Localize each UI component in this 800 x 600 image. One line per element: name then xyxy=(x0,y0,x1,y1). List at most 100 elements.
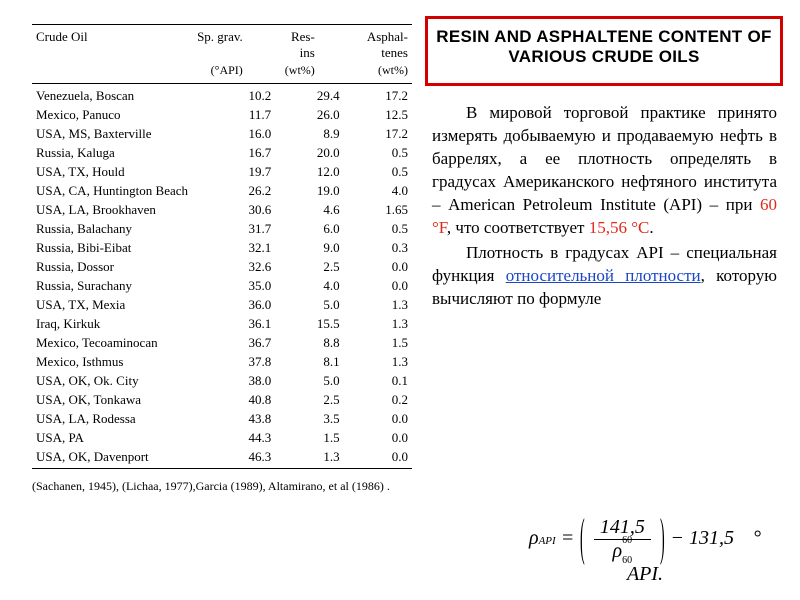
cell-value: 46.3 xyxy=(207,447,275,466)
cell-value: 8.1 xyxy=(275,352,343,371)
table-row: Mexico, Tecoaminocan36.78.81.5 xyxy=(32,333,412,352)
const: 131,5 xyxy=(689,527,734,549)
cell-value: 4.0 xyxy=(344,181,412,200)
cell-value: 2.5 xyxy=(275,390,343,409)
cell-value: 0.0 xyxy=(344,428,412,447)
cell-value: 17.2 xyxy=(344,124,412,143)
cell-name: USA, LA, Rodessa xyxy=(32,409,207,428)
title-box: RESIN AND ASPHALTENE CONTENT OF VARIOUS … xyxy=(425,16,783,86)
cell-value: 12.0 xyxy=(275,162,343,181)
unit-1: (°API) xyxy=(145,63,247,81)
table-row: Venezuela, Boscan10.229.417.2 xyxy=(32,86,412,105)
paragraph-1: В мировой торговой практике принято изме… xyxy=(432,102,777,240)
cell-name: Mexico, Isthmus xyxy=(32,352,207,371)
table-row: Mexico, Isthmus37.88.11.3 xyxy=(32,352,412,371)
p1-t1: В мировой торговой практике принято изме… xyxy=(432,103,777,214)
cell-value: 10.2 xyxy=(207,86,275,105)
cell-value: 43.8 xyxy=(207,409,275,428)
cell-value: 11.7 xyxy=(207,105,275,124)
cell-name: USA, LA, Brookhaven xyxy=(32,200,207,219)
equals: = xyxy=(561,527,580,549)
cell-value: 20.0 xyxy=(275,143,343,162)
lparen: ( xyxy=(580,510,585,570)
rho-api: ρAPI xyxy=(529,527,556,549)
col-header-asphaltenes: Asphal- tenes xyxy=(319,27,412,63)
table-row: Mexico, Panuco11.726.012.5 xyxy=(32,105,412,124)
table-row: USA, TX, Hould19.712.00.5 xyxy=(32,162,412,181)
cell-value: 26.2 xyxy=(207,181,275,200)
cell-value: 0.5 xyxy=(344,143,412,162)
table-rule-top xyxy=(32,24,412,25)
table-row: USA, PA44.31.50.0 xyxy=(32,428,412,447)
p1-t2: , что соответствует xyxy=(447,218,589,237)
title-line1: RESIN AND ASPHALTENE CONTENT OF xyxy=(428,27,780,47)
cell-name: Iraq, Kirkuk xyxy=(32,314,207,333)
cell-value: 36.0 xyxy=(207,295,275,314)
denominator: ρ6060 xyxy=(594,540,651,563)
unit-0 xyxy=(32,63,145,81)
cell-value: 40.8 xyxy=(207,390,275,409)
cell-value: 1.3 xyxy=(275,447,343,466)
cell-value: 6.0 xyxy=(275,219,343,238)
table-header-row: Crude Oil Sp. grav. Res- ins Asphal- ten… xyxy=(32,27,412,63)
col-header-asphaltenes-text: Asphal- tenes xyxy=(367,29,408,60)
col-header-spgrav: Sp. grav. xyxy=(145,27,247,63)
cell-value: 3.5 xyxy=(275,409,343,428)
table-row: Russia, Kaluga16.720.00.5 xyxy=(32,143,412,162)
den-sup: 60 xyxy=(622,535,632,546)
table-row: USA, MS, Baxterville16.08.917.2 xyxy=(32,124,412,143)
cell-name: USA, CA, Huntington Beach xyxy=(32,181,207,200)
paragraph-2: Плотность в градусах API – специальная ф… xyxy=(432,242,777,311)
cell-value: 0.3 xyxy=(344,238,412,257)
cell-value: 35.0 xyxy=(207,276,275,295)
table-source: (Sachanen, 1945), (Lichaa, 1977),Garcia … xyxy=(32,479,412,494)
den-sub: 60 xyxy=(622,555,632,566)
rho-sub: API xyxy=(539,535,556,547)
cell-value: 31.7 xyxy=(207,219,275,238)
col-header-resins: Res- ins xyxy=(247,27,319,63)
cell-name: USA, TX, Mexia xyxy=(32,295,207,314)
cell-value: 19.7 xyxy=(207,162,275,181)
table-row: USA, CA, Huntington Beach26.219.04.0 xyxy=(32,181,412,200)
table-row: Russia, Balachany31.76.00.5 xyxy=(32,219,412,238)
cell-value: 32.6 xyxy=(207,257,275,276)
cell-value: 36.7 xyxy=(207,333,275,352)
cell-value: 16.7 xyxy=(207,143,275,162)
cell-value: 0.0 xyxy=(344,409,412,428)
crude-oil-data: Venezuela, Boscan10.229.417.2Mexico, Pan… xyxy=(32,86,412,466)
rparen: ) xyxy=(660,510,665,570)
cell-value: 12.5 xyxy=(344,105,412,124)
p2-link: относительной плотности xyxy=(506,266,701,285)
table-row: Russia, Dossor32.62.50.0 xyxy=(32,257,412,276)
cell-value: 38.0 xyxy=(207,371,275,390)
cell-value: 1.3 xyxy=(344,314,412,333)
cell-value: 8.9 xyxy=(275,124,343,143)
cell-name: USA, OK, Ok. City xyxy=(32,371,207,390)
cell-value: 17.2 xyxy=(344,86,412,105)
cell-value: 5.0 xyxy=(275,371,343,390)
formula: ρAPI = ( 141,5 ρ6060 ) − 131,5 ° API. xyxy=(510,516,780,586)
minus: − xyxy=(671,527,690,549)
cell-name: USA, OK, Davenport xyxy=(32,447,207,466)
cell-value: 44.3 xyxy=(207,428,275,447)
table-rule-bottom xyxy=(32,468,412,469)
cell-value: 2.5 xyxy=(275,257,343,276)
cell-value: 29.4 xyxy=(275,86,343,105)
cell-value: 32.1 xyxy=(207,238,275,257)
cell-value: 36.1 xyxy=(207,314,275,333)
table-rule-mid xyxy=(32,83,412,84)
cell-value: 16.0 xyxy=(207,124,275,143)
rho-60-60: ρ6060 xyxy=(613,540,633,563)
cell-value: 0.5 xyxy=(344,162,412,181)
table-row: USA, LA, Brookhaven30.64.61.65 xyxy=(32,200,412,219)
table-units-row: (°API) (wt%) (wt%) xyxy=(32,63,412,81)
p1-r2: 15,56 °С xyxy=(589,218,650,237)
cell-name: Venezuela, Boscan xyxy=(32,86,207,105)
table-row: USA, OK, Ok. City38.05.00.1 xyxy=(32,371,412,390)
cell-value: 37.8 xyxy=(207,352,275,371)
cell-name: Russia, Surachany xyxy=(32,276,207,295)
table-row: USA, LA, Rodessa43.83.50.0 xyxy=(32,409,412,428)
table-row: USA, OK, Tonkawa40.82.50.2 xyxy=(32,390,412,409)
cell-value: 8.8 xyxy=(275,333,343,352)
col-header-oil: Crude Oil xyxy=(32,27,145,63)
